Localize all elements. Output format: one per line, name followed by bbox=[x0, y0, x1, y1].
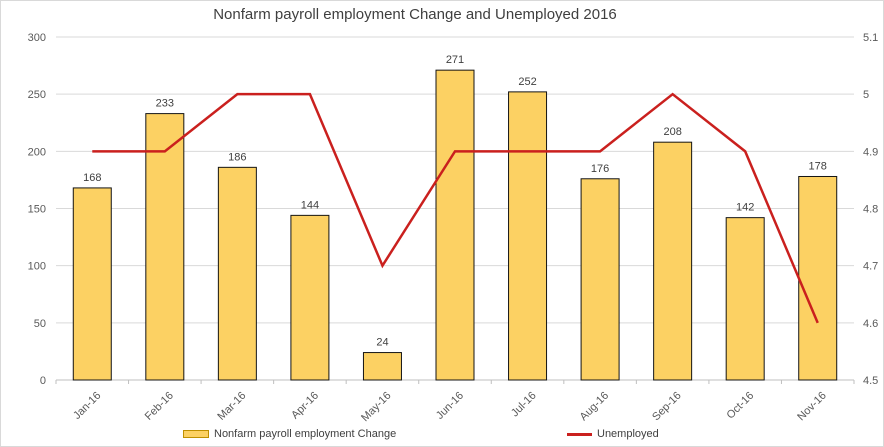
legend-item-line: Unemployed bbox=[567, 427, 659, 441]
y-axis-left-tick-label: 0 bbox=[40, 375, 46, 387]
bar-feb-16 bbox=[145, 113, 185, 381]
y-axis-right-tick-label: 4.9 bbox=[863, 146, 878, 158]
bar-data-label: 144 bbox=[301, 199, 319, 211]
y-axis-right-tick-label: 5.1 bbox=[863, 32, 878, 44]
x-axis-label: Sep-16 bbox=[650, 390, 684, 424]
y-axis-right-tick-label: 4.8 bbox=[863, 204, 878, 216]
bar-data-label: 233 bbox=[156, 98, 174, 110]
bar-jan-16 bbox=[72, 187, 112, 381]
y-axis-left-tick-label: 100 bbox=[28, 261, 46, 273]
bar-nov-16 bbox=[798, 175, 838, 381]
bar-may-16 bbox=[362, 352, 402, 381]
bar-data-label: 208 bbox=[663, 126, 681, 138]
x-axis-label: Jun-16 bbox=[434, 390, 466, 422]
x-axis-label: Oct-16 bbox=[724, 390, 756, 422]
y-axis-left-tick-label: 300 bbox=[28, 32, 46, 44]
line-series-swatch bbox=[567, 432, 592, 436]
chart-title: Nonfarm payroll employment Change and Un… bbox=[213, 6, 617, 23]
x-axis-label: Jan-16 bbox=[71, 390, 103, 422]
bar-data-label: 271 bbox=[446, 54, 464, 66]
bar-data-label: 176 bbox=[591, 163, 609, 175]
x-axis-label: Aug-16 bbox=[578, 390, 612, 424]
legend-label-bars: Nonfarm payroll employment Change bbox=[214, 428, 397, 440]
unemployed-line bbox=[92, 92, 819, 324]
bar-jul-16 bbox=[508, 91, 548, 381]
y-axis-right-tick-label: 4.5 bbox=[863, 375, 878, 387]
bar-jun-16 bbox=[435, 69, 475, 381]
bar-data-label: 186 bbox=[228, 151, 246, 163]
bar-data-label: 142 bbox=[736, 202, 754, 214]
x-axis-label: Nov-16 bbox=[795, 390, 829, 424]
y-axis-left-tick-label: 250 bbox=[28, 89, 46, 101]
bar-oct-16 bbox=[725, 217, 765, 381]
legend-label-line: Unemployed bbox=[597, 428, 659, 440]
y-axis-left-tick-label: 200 bbox=[28, 146, 46, 158]
bar-data-label: 252 bbox=[518, 76, 536, 88]
y-axis-right-tick-label: 4.7 bbox=[863, 261, 878, 273]
y-axis-right-tick-label: 5 bbox=[863, 89, 869, 101]
y-axis-left-tick-label: 150 bbox=[28, 204, 46, 216]
x-axis-label: Jul-16 bbox=[509, 390, 539, 420]
x-axis-label: May-16 bbox=[359, 390, 393, 424]
bar-mar-16 bbox=[217, 166, 257, 381]
legend-item-bars: Nonfarm payroll employment Change bbox=[183, 427, 396, 441]
x-axis-label: Feb-16 bbox=[143, 390, 176, 423]
x-axis-label: Apr-16 bbox=[289, 390, 321, 422]
bar-aug-16 bbox=[580, 178, 620, 381]
y-axis-right-tick-label: 4.6 bbox=[863, 318, 878, 330]
bar-series-swatch bbox=[183, 430, 209, 438]
bar-sep-16 bbox=[653, 141, 693, 381]
bar-apr-16 bbox=[290, 214, 330, 381]
bar-data-label: 24 bbox=[376, 337, 388, 349]
bar-data-label: 178 bbox=[809, 160, 827, 172]
bar-data-label: 168 bbox=[83, 172, 101, 184]
y-axis-left-tick-label: 50 bbox=[34, 318, 46, 330]
x-axis-label: Mar-16 bbox=[215, 390, 248, 423]
